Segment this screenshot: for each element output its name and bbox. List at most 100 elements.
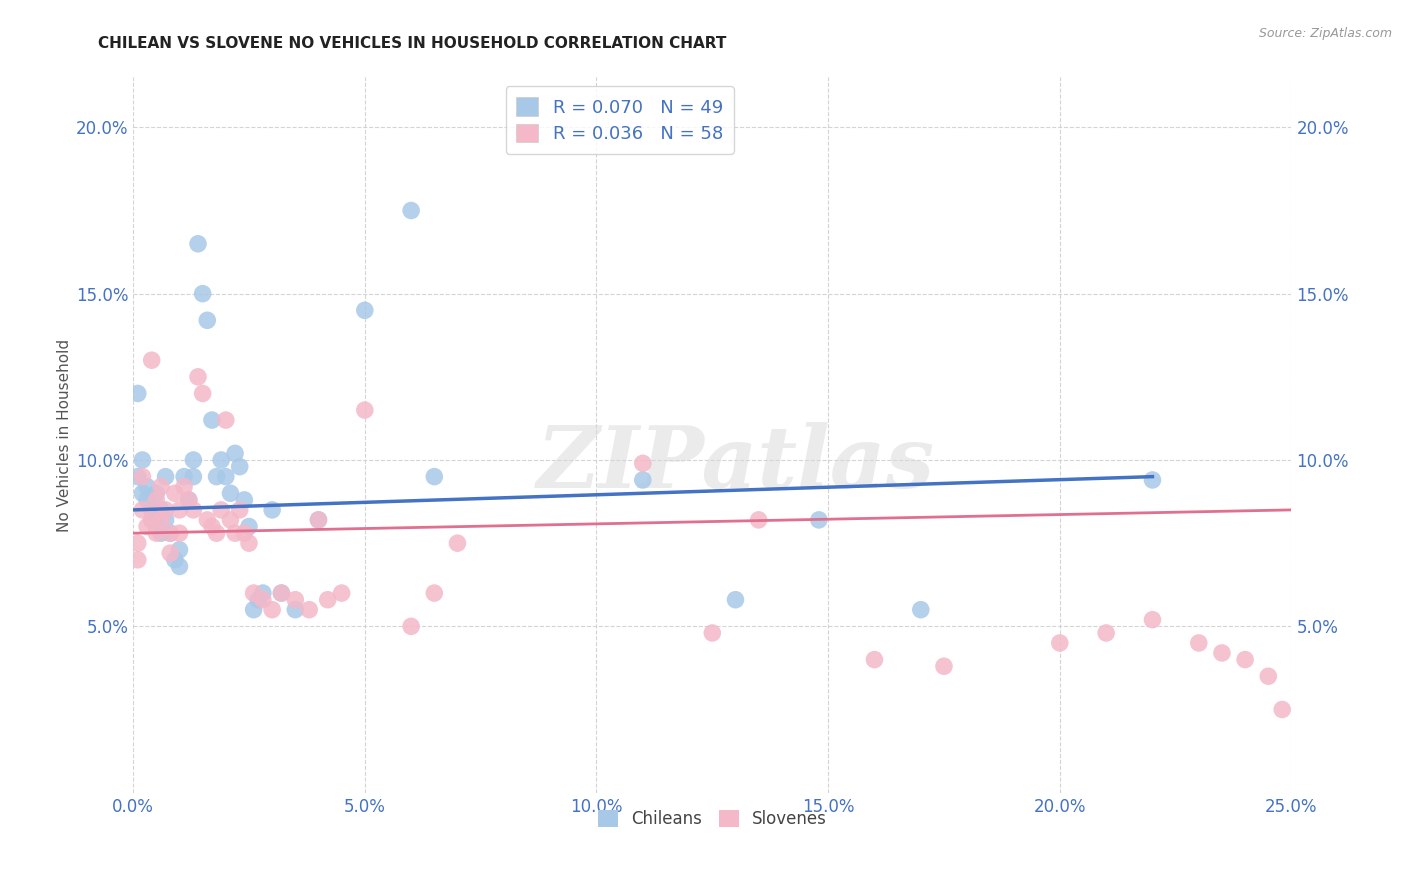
Point <box>270 586 292 600</box>
Point <box>209 503 232 517</box>
Point <box>702 626 724 640</box>
Point <box>284 603 307 617</box>
Point <box>224 446 246 460</box>
Point <box>145 486 167 500</box>
Point <box>195 513 218 527</box>
Point <box>353 303 375 318</box>
Text: CHILEAN VS SLOVENE NO VEHICLES IN HOUSEHOLD CORRELATION CHART: CHILEAN VS SLOVENE NO VEHICLES IN HOUSEH… <box>98 36 727 51</box>
Point <box>177 492 200 507</box>
Point <box>159 526 181 541</box>
Point <box>163 553 186 567</box>
Point <box>228 503 250 517</box>
Point <box>201 413 224 427</box>
Point <box>141 503 163 517</box>
Point <box>141 513 163 527</box>
Text: Source: ZipAtlas.com: Source: ZipAtlas.com <box>1258 27 1392 40</box>
Point <box>298 603 321 617</box>
Point <box>423 586 446 600</box>
Point <box>169 542 191 557</box>
Point <box>209 453 232 467</box>
Point <box>228 459 250 474</box>
Point <box>242 603 264 617</box>
Point <box>270 586 292 600</box>
Point <box>863 652 886 666</box>
Point <box>173 469 195 483</box>
Point <box>187 369 209 384</box>
Point <box>145 492 167 507</box>
Point <box>219 513 242 527</box>
Point <box>136 480 159 494</box>
Point <box>399 203 422 218</box>
Point <box>191 286 214 301</box>
Point <box>1142 613 1164 627</box>
Point <box>169 526 191 541</box>
Point <box>1188 636 1211 650</box>
Point <box>330 586 353 600</box>
Point <box>399 619 422 633</box>
Point <box>205 526 228 541</box>
Point <box>127 536 149 550</box>
Point <box>149 513 172 527</box>
Point <box>242 586 264 600</box>
Point <box>219 486 242 500</box>
Point <box>316 592 339 607</box>
Point <box>247 592 270 607</box>
Point <box>163 486 186 500</box>
Point <box>177 492 200 507</box>
Point <box>169 559 191 574</box>
Point <box>238 536 260 550</box>
Point <box>127 553 149 567</box>
Point <box>149 480 172 494</box>
Point <box>807 513 830 527</box>
Point <box>127 386 149 401</box>
Point <box>159 526 181 541</box>
Point <box>195 313 218 327</box>
Point <box>308 513 330 527</box>
Point <box>215 469 238 483</box>
Point <box>446 536 468 550</box>
Point <box>155 513 177 527</box>
Point <box>155 503 177 517</box>
Point <box>252 586 274 600</box>
Point <box>136 492 159 507</box>
Point <box>183 503 205 517</box>
Legend: Chileans, Slovenes: Chileans, Slovenes <box>591 803 834 834</box>
Point <box>1049 636 1071 650</box>
Point <box>748 513 770 527</box>
Point <box>308 513 330 527</box>
Point <box>1234 652 1257 666</box>
Point <box>173 480 195 494</box>
Point <box>1142 473 1164 487</box>
Point <box>1095 626 1118 640</box>
Point <box>910 603 932 617</box>
Point <box>262 503 284 517</box>
Point <box>149 526 172 541</box>
Point <box>631 473 654 487</box>
Point <box>131 486 153 500</box>
Point <box>252 592 274 607</box>
Point <box>169 503 191 517</box>
Point <box>145 526 167 541</box>
Point <box>131 469 153 483</box>
Point <box>183 469 205 483</box>
Point <box>224 526 246 541</box>
Point <box>284 592 307 607</box>
Point <box>155 469 177 483</box>
Point <box>1257 669 1279 683</box>
Point <box>159 546 181 560</box>
Point <box>233 492 256 507</box>
Point <box>1211 646 1233 660</box>
Point <box>141 353 163 368</box>
Point <box>1271 702 1294 716</box>
Point <box>149 503 172 517</box>
Point <box>631 456 654 470</box>
Point <box>183 453 205 467</box>
Point <box>724 592 747 607</box>
Point <box>238 519 260 533</box>
Point <box>201 519 224 533</box>
Point <box>932 659 955 673</box>
Point <box>136 519 159 533</box>
Point <box>141 513 163 527</box>
Text: ZIPatlas: ZIPatlas <box>537 422 935 506</box>
Point <box>423 469 446 483</box>
